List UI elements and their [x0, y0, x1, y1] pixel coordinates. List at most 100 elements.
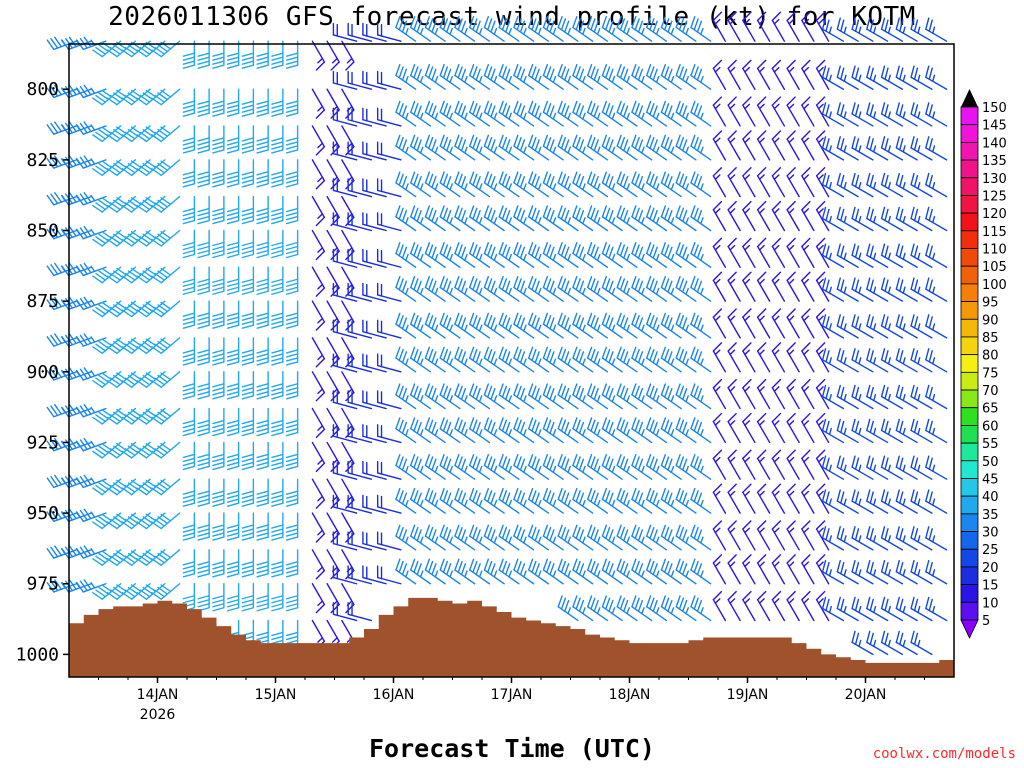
wind-barb-flag [619, 244, 626, 257]
wind-barb-flag [410, 346, 416, 359]
wind-barb-flag [54, 367, 63, 378]
wind-barb-flag [124, 165, 136, 174]
wind-barb-flag [271, 431, 284, 437]
colorbar-swatch [960, 442, 979, 462]
wind-barb-flag [667, 209, 673, 223]
wind-barb-flag [68, 296, 77, 308]
wind-barb-flag [139, 94, 151, 103]
wind-barb-flag [928, 208, 933, 222]
wind-barb-flag [142, 44, 154, 53]
wind-barb-flag [534, 458, 540, 471]
wind-barb-flag [271, 532, 284, 537]
wind-barb-flag [498, 100, 504, 113]
wind-barb-half-flag [887, 215, 891, 224]
wind-barb-flag [531, 490, 537, 503]
wind-barb-flag [145, 126, 157, 135]
wind-barb-flag [696, 421, 703, 434]
wind-barb-flag [271, 286, 284, 291]
wind-barb-half-flag [582, 183, 586, 191]
wind-barb-flag [664, 278, 670, 291]
wind-barb-flag [130, 160, 142, 169]
wind-barb-flag [836, 596, 841, 610]
wind-barb-half-flag [858, 639, 862, 648]
wind-barb-flag [490, 246, 496, 259]
wind-barb-flag [395, 487, 401, 501]
wind-barb-flag [256, 316, 269, 321]
wind-barb-flag [899, 245, 904, 258]
wind-barb-flag [113, 44, 124, 53]
wind-barb-flag [271, 387, 284, 392]
wind-barb-half-flag [670, 536, 675, 544]
wind-barb-flag [446, 68, 452, 81]
wind-barb-flag [154, 306, 166, 315]
wind-barb-flag [678, 278, 685, 291]
wind-barb-flag [454, 100, 460, 113]
wind-barb-flag [241, 149, 255, 154]
wind-barb-flag [241, 52, 255, 57]
wind-barb-flag [869, 632, 874, 646]
wind-barb-flag [678, 66, 685, 79]
wind-barb-flag [256, 104, 269, 109]
x-tick-label: 17JAN [491, 687, 533, 703]
wind-barb-half-flag [685, 217, 689, 225]
wind-barb-flag [801, 554, 811, 564]
wind-barb-flag [109, 306, 121, 315]
wind-barb-flag [587, 383, 593, 396]
wind-barb-flag [457, 419, 463, 432]
wind-barb-flag [682, 280, 688, 293]
wind-barb-half-flag [670, 253, 675, 262]
wind-barb-half-flag [788, 490, 795, 497]
wind-barb-flag [840, 104, 845, 117]
wind-barb-half-flag [803, 137, 810, 144]
wind-barb-flag [157, 340, 169, 349]
wind-barb-flag [439, 171, 445, 184]
wind-barb-flag [460, 280, 467, 293]
wind-barb-flag [136, 487, 148, 496]
wind-barb-flag [127, 129, 139, 137]
source-credit[interactable]: coolwx.com/models [872, 746, 1016, 762]
wind-barb-flag [439, 487, 445, 501]
wind-barb-flag [880, 560, 886, 573]
wind-barb-flag [106, 309, 118, 318]
wind-barb-flag [516, 136, 522, 150]
wind-barb-flag [646, 453, 652, 467]
wind-barb-flag [127, 162, 139, 171]
wind-barb-half-flag [685, 570, 689, 578]
wind-barb-flag [690, 558, 696, 571]
wind-barb-flag [139, 131, 151, 140]
wind-barb-half-flag [887, 569, 891, 577]
wind-barb-flag [786, 412, 796, 423]
wind-barb-flag [578, 529, 585, 542]
wind-barb-flag [160, 197, 172, 206]
wind-barb-flag [212, 536, 225, 541]
wind-barb-flag [241, 502, 255, 507]
wind-barb-flag [398, 385, 404, 398]
wind-barb-flag [899, 598, 904, 612]
wind-barb-flag [256, 536, 269, 541]
wind-barb-flag [116, 372, 127, 381]
wind-barb-flag [113, 233, 124, 242]
wind-barb-half-flag [858, 464, 862, 472]
wind-barb-flag [578, 351, 585, 364]
wind-barb-flag [431, 20, 437, 33]
wind-barb-half-flag [758, 137, 765, 144]
wind-barb-half-flag [670, 570, 675, 578]
wind-barb-flag [413, 348, 419, 362]
wind-barb-flag [825, 208, 830, 222]
wind-barb-flag [113, 374, 124, 383]
wind-barb-flag [226, 290, 240, 295]
wind-barb-flag [256, 423, 269, 429]
wind-barb-flag [475, 529, 481, 542]
wind-barb-flag [623, 317, 629, 330]
wind-barb-flag [557, 100, 563, 113]
wind-barb-flag [145, 550, 157, 559]
wind-barb-flag [256, 290, 269, 295]
wind-barb-flag [285, 353, 299, 358]
wind-barb-flag [271, 52, 284, 57]
wind-barb-flag [460, 105, 467, 118]
wind-barb-flag [212, 383, 225, 388]
wind-barb-flag [256, 453, 269, 459]
wind-barb-half-flag [641, 253, 645, 262]
wind-barb-half-flag [873, 357, 877, 365]
wind-barb-flag [660, 312, 667, 325]
